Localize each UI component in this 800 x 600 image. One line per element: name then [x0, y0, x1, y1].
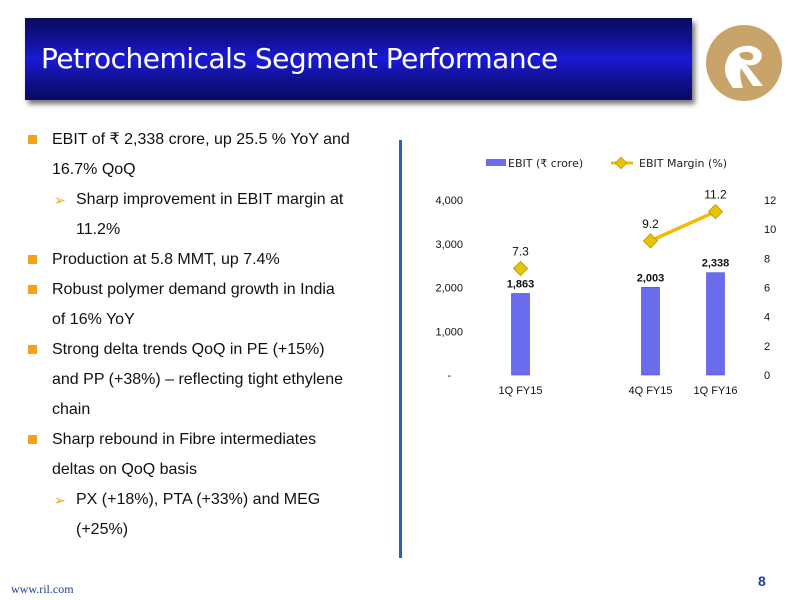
margin-data-label: 11.2	[704, 188, 727, 202]
bar-data-label: 2,003	[637, 272, 665, 284]
y-right-tick-label: 6	[764, 283, 770, 295]
bar-ebit	[511, 293, 530, 376]
reliance-logo	[706, 25, 782, 101]
y-right-tick-label: 10	[764, 224, 776, 236]
bullet-text: 11.2%	[76, 221, 121, 238]
bullet-text: (+25%)	[76, 521, 129, 538]
y-left-tick-label: 2,000	[435, 283, 463, 295]
margin-marker	[512, 260, 529, 277]
bullet-text: Sharp improvement in EBIT margin at	[76, 191, 344, 208]
bullet-text: of 16% YoY	[52, 311, 135, 328]
margin-marker	[642, 233, 659, 249]
bullet-polymer-demand: Robust polymer demand growth in India of…	[28, 275, 388, 335]
bar-ebit	[641, 287, 660, 376]
bullet-ebit: EBIT of ₹ 2,338 crore, up 25.5 % YoY and…	[28, 125, 388, 185]
bar-data-label: 1,863	[507, 278, 535, 290]
y-right-tick-label: 12	[764, 195, 776, 207]
bar-data-label: 2,338	[702, 258, 730, 270]
legend-swatch-ebit	[486, 159, 506, 166]
ebit-chart: EBIT (₹ crore) EBIT Margin (%) - 1,000 2,000…	[435, 156, 776, 397]
bullet-text: Sharp rebound in Fibre intermediates	[52, 431, 317, 448]
bullet-fibre-intermediates: Sharp rebound in Fibre intermediates del…	[28, 425, 388, 485]
legend-marker-margin	[614, 156, 628, 170]
legend-label-ebit: EBIT (₹ crore)	[508, 157, 583, 170]
margin-line-segment	[649, 210, 717, 243]
y-left-tick-label: 3,000	[435, 239, 463, 251]
y-right-tick-label: 8	[764, 253, 770, 265]
bullet-list: EBIT of ₹ 2,338 crore, up 25.5 % YoY and…	[28, 125, 388, 545]
y-left-tick-label: -	[447, 370, 451, 382]
bullet-text: EBIT of ₹ 2,338 crore, up 25.5 % YoY and	[52, 131, 350, 148]
bullet-delta-trends: Strong delta trends QoQ in PE (+15%) and…	[28, 335, 388, 425]
bullet-text: chain	[52, 401, 91, 418]
x-category-label: 1Q FY16	[693, 385, 737, 397]
margin-marker	[707, 204, 724, 220]
arrow-bullet-icon: ➢	[54, 492, 66, 508]
vertical-divider	[399, 140, 402, 558]
square-bullet-icon	[28, 345, 37, 354]
bullet-production: Production at 5.8 MMT, up 7.4%	[28, 245, 388, 275]
y-left-tick-label: 1,000	[435, 326, 463, 338]
square-bullet-icon	[28, 435, 37, 444]
square-bullet-icon	[28, 255, 37, 264]
title-banner: Petrochemicals Segment Performance	[25, 18, 692, 100]
y-left-tick-label: 4,000	[435, 195, 463, 207]
bar-ebit	[706, 272, 725, 376]
bullet-text: deltas on QoQ basis	[52, 461, 197, 478]
slide-title: Petrochemicals Segment Performance	[41, 42, 558, 75]
square-bullet-icon	[28, 135, 37, 144]
bullet-text: 16.7% QoQ	[52, 161, 136, 178]
arrow-bullet-icon: ➢	[54, 192, 66, 208]
square-bullet-icon	[28, 285, 37, 294]
bullet-text: Production at 5.8 MMT, up 7.4%	[52, 251, 280, 268]
sub-bullet-px-pta-meg: ➢ PX (+18%), PTA (+33%) and MEG (+25%)	[28, 485, 388, 545]
footer-url[interactable]: www.ril.com	[11, 582, 74, 596]
y-right-tick-label: 2	[764, 341, 770, 353]
legend-label-margin: EBIT Margin (%)	[639, 157, 727, 170]
bullet-text: Robust polymer demand growth in India	[52, 281, 335, 298]
bullet-text: PX (+18%), PTA (+33%) and MEG	[76, 491, 321, 508]
y-right-tick-label: 4	[764, 312, 770, 324]
margin-data-label: 7.3	[512, 245, 529, 259]
bullet-text: and PP (+38%) – reflecting tight ethylen…	[52, 371, 343, 388]
x-category-label: 4Q FY15	[628, 385, 672, 397]
sub-bullet-margin: ➢ Sharp improvement in EBIT margin at 11…	[28, 185, 388, 245]
y-right-tick-label: 0	[764, 370, 770, 382]
x-category-label: 1Q FY15	[498, 385, 542, 397]
margin-data-label: 9.2	[642, 217, 659, 231]
page-number: 8	[758, 573, 766, 589]
bullet-text: Strong delta trends QoQ in PE (+15%)	[52, 341, 325, 358]
